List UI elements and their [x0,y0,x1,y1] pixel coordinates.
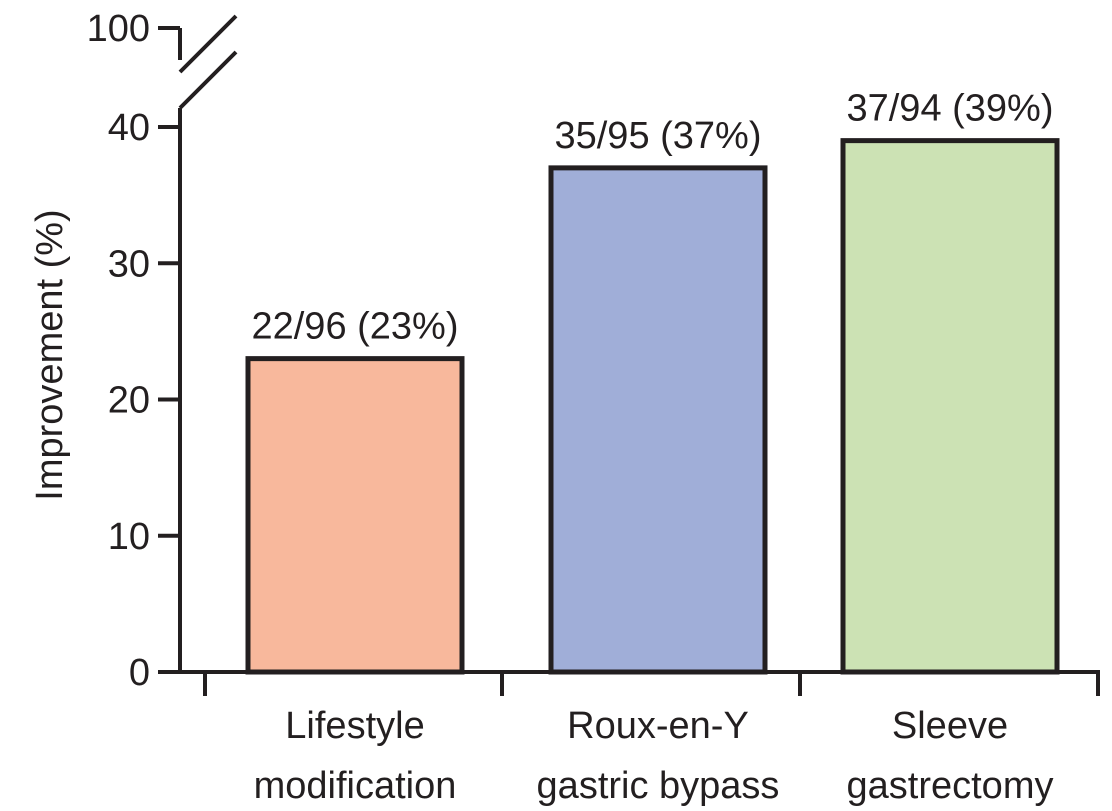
y-tick-label: 100 [87,8,150,50]
category-label: Sleeve gastrectomy [847,705,1054,807]
y-tick-label: 20 [108,380,150,422]
category-label: Roux-en-Y gastric bypass [537,705,780,807]
y-tick-label: 10 [108,516,150,558]
category-label-line: Sleeve [892,705,1008,747]
bars [245,138,1060,675]
y-ticks: 0 10 20 30 40 100 [87,8,180,694]
category-label-line: gastric bypass [537,765,780,807]
category-label-line: modification [254,765,457,807]
bar-data-label: 37/94 (39%) [846,88,1053,130]
data-labels: 22/96 (23%) 35/95 (37%) 37/94 (39%) [251,88,1053,348]
category-label-line: gastrectomy [847,765,1054,807]
y-tick-label: 0 [129,652,150,694]
axis-break-mark [178,50,238,110]
bar [548,165,768,675]
y-tick-label: 30 [108,243,150,285]
axis-break-mark [178,14,238,74]
bar [840,138,1060,675]
y-axis-title: Improvement (%) [29,209,71,500]
category-label-line: Lifestyle [285,705,424,747]
bar [245,356,465,675]
category-label-line: Roux-en-Y [567,705,749,747]
y-tick-label: 40 [108,107,150,149]
category-label: Lifestyle modification [254,705,457,807]
bar-data-label: 35/95 (37%) [554,115,761,157]
category-labels: Lifestyle modification Roux-en-Y gastric by… [254,705,1054,807]
bar-data-label: 22/96 (23%) [251,306,458,348]
